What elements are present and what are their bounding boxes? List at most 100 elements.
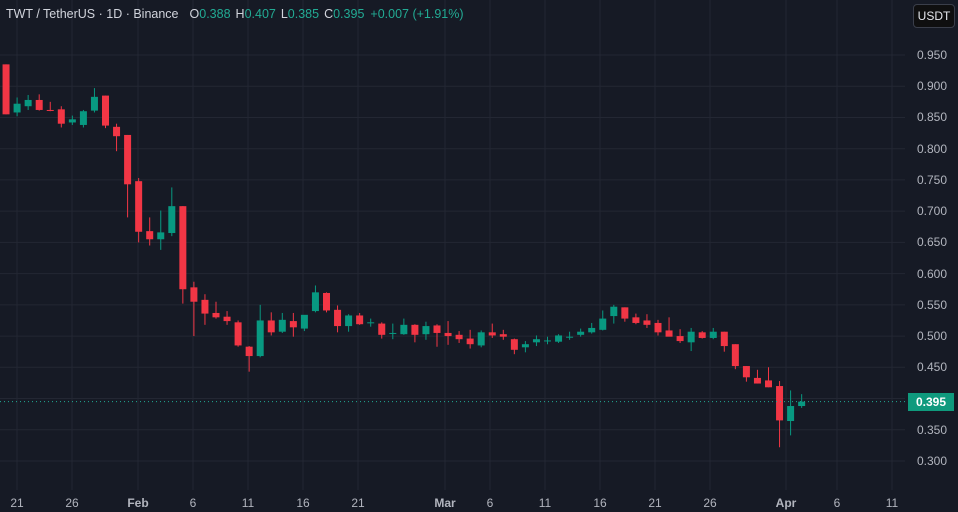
candle: [289, 312, 297, 337]
high-value: 0.407: [244, 7, 276, 21]
candle: [267, 312, 275, 336]
change-value: +0.007 (+1.91%): [370, 7, 464, 21]
candle: [422, 321, 430, 340]
time-tick-label: 21: [351, 496, 365, 510]
candle: [477, 330, 485, 348]
low-value: 0.385: [287, 7, 320, 21]
candle: [665, 317, 673, 337]
currency-button[interactable]: USDT: [913, 4, 955, 28]
candle: [57, 106, 65, 128]
candle: [765, 367, 772, 388]
candle: [124, 134, 132, 218]
time-tick-label: 6: [189, 496, 197, 510]
candle: [2, 64, 10, 115]
candle: [278, 312, 286, 333]
time-tick-label: 21: [10, 496, 24, 510]
candle: [521, 341, 529, 353]
candle: [433, 324, 441, 347]
candle: [334, 305, 342, 333]
candle: [709, 327, 717, 340]
candle: [776, 381, 784, 448]
candle: [345, 314, 353, 332]
candle: [400, 318, 408, 335]
candle: [13, 97, 21, 117]
candle: [731, 344, 739, 370]
candle: [488, 323, 496, 338]
candle: [599, 310, 607, 331]
time-tick-label: 26: [65, 496, 79, 510]
close-label: C: [324, 7, 334, 21]
symbol-legend: TWT / TetherUS · 1D · Binance O 0.388 H …: [6, 5, 464, 23]
candle: [212, 301, 220, 319]
time-tick-label: Mar: [434, 496, 456, 510]
candle: [621, 307, 629, 322]
candle: [643, 314, 651, 328]
candle: [698, 331, 706, 339]
close-value: 0.395: [333, 7, 365, 21]
candle: [168, 187, 176, 237]
candle: [566, 331, 574, 340]
price-tick-label: 0.450: [917, 360, 948, 375]
candle: [753, 369, 761, 384]
low-label: L: [280, 7, 288, 21]
candle: [632, 313, 640, 325]
time-tick-label: 16: [296, 496, 310, 510]
candle: [687, 327, 695, 352]
candle: [46, 101, 54, 112]
candle: [654, 319, 662, 336]
price-tick-label: 0.750: [917, 172, 948, 187]
candle: [367, 318, 375, 327]
candle: [676, 329, 684, 343]
candle: [466, 329, 474, 349]
candle: [90, 88, 98, 113]
candle: [544, 336, 551, 345]
candle: [256, 304, 264, 358]
candle: [742, 366, 750, 382]
candle: [588, 322, 596, 334]
candle: [102, 95, 109, 129]
candle: [455, 331, 463, 343]
price-tick-label: 0.650: [917, 235, 948, 250]
candle: [135, 178, 143, 243]
candle: [223, 311, 231, 325]
candle: [300, 314, 308, 332]
candle: [577, 328, 585, 337]
candle: [444, 321, 452, 345]
price-tick-label: 0.550: [917, 297, 948, 312]
candle: [356, 312, 364, 325]
candle: [113, 123, 121, 152]
price-tick-label: 0.800: [917, 141, 948, 156]
current-price-label: 0.395: [908, 392, 954, 411]
candle: [157, 210, 165, 250]
candle: [68, 115, 76, 125]
candle: [510, 338, 518, 355]
time-tick-label: Feb: [127, 496, 149, 510]
price-tick-label: 0.500: [917, 329, 948, 344]
candle: [323, 292, 330, 313]
time-tick-label: 11: [241, 496, 255, 510]
candle: [201, 294, 209, 325]
candle: [79, 109, 87, 128]
price-tick-label: 0.350: [917, 422, 948, 437]
time-tick-label: 11: [885, 496, 899, 510]
candle: [389, 323, 397, 340]
candle: [532, 335, 540, 347]
candle: [234, 320, 242, 347]
candle: [311, 285, 319, 313]
candle: [190, 281, 198, 337]
candle: [179, 206, 187, 304]
price-tick-label: 0.300: [917, 453, 948, 468]
candle: [35, 94, 43, 111]
open-value: 0.388: [199, 7, 231, 21]
time-tick-label: 6: [833, 496, 841, 510]
price-tick-label: 0.950: [917, 48, 948, 62]
symbol-title[interactable]: TWT / TetherUS · 1D · Binance: [6, 7, 179, 21]
high-label: H: [235, 7, 245, 21]
time-tick-label: 21: [648, 496, 662, 510]
candle: [146, 217, 154, 246]
candle: [720, 331, 728, 352]
price-tick-label: 0.700: [917, 204, 948, 219]
time-tick-label: Apr: [775, 496, 797, 510]
